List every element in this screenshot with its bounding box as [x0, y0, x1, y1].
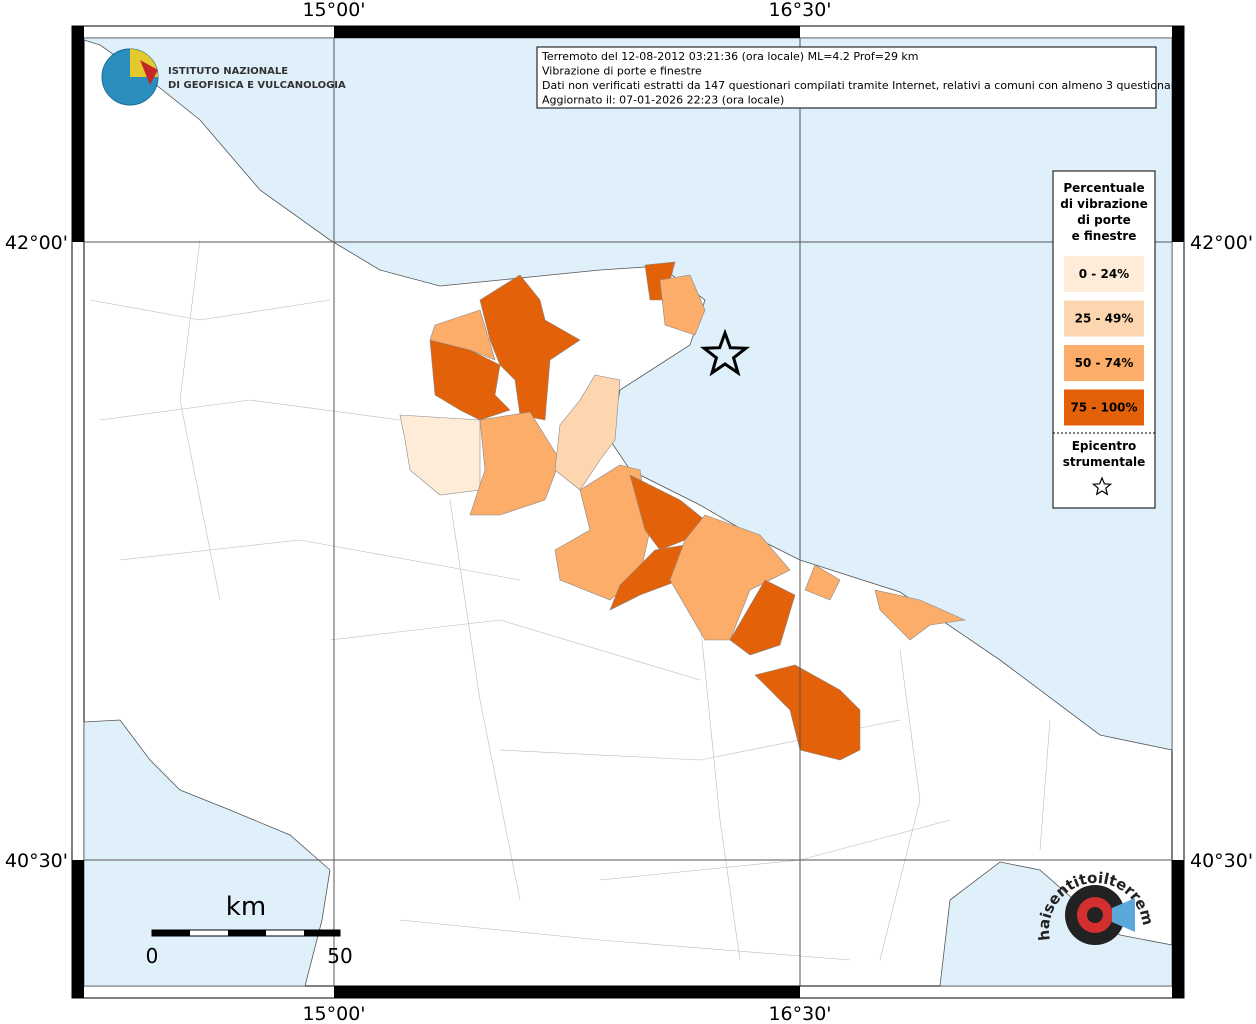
legend-title: di porte — [1077, 213, 1131, 227]
felt-area — [429, 339, 511, 421]
info-line: Aggiornato il: 07-01-2026 22:23 (ora loc… — [542, 94, 784, 107]
legend-swatch — [1064, 300, 1144, 337]
scale-unit: km — [226, 892, 266, 922]
legend-swatch — [1064, 256, 1144, 292]
scale-label: 50 — [327, 944, 352, 968]
felt-area — [729, 579, 796, 656]
lat-label: 40°30' — [1190, 850, 1253, 872]
graticule — [84, 38, 1172, 986]
info-line: Dati non verificati estratti da 147 ques… — [542, 79, 1182, 92]
legend-label: 25 - 49% — [1075, 312, 1134, 326]
frame-bars — [72, 26, 1184, 998]
legend-epicenter: strumentale — [1063, 455, 1146, 469]
legend-epicenter: Epicentro — [1072, 439, 1137, 453]
felt-area — [874, 589, 967, 641]
felt-area — [754, 664, 861, 761]
lat-label: 40°30' — [5, 850, 68, 872]
legend-label: 0 - 24% — [1079, 267, 1129, 281]
felt-areas — [399, 261, 967, 761]
ingv-logo: ISTITUTO NAZIONALE DI GEOFISICA E VULCAN… — [101, 48, 346, 106]
lon-label: 15°00' — [302, 1003, 365, 1024]
lat-label: 42°00' — [5, 232, 68, 254]
legend-title: Percentuale — [1063, 181, 1144, 195]
scale-bar: km 0 50 — [146, 892, 353, 968]
lon-label: 16°30' — [768, 0, 831, 21]
legend-box — [1052, 170, 1156, 509]
epicenter-star — [699, 328, 751, 377]
logo-text: DI GEOFISICA E VULCANOLOGIA — [168, 80, 346, 91]
legend-title: e finestre — [1072, 229, 1137, 243]
legend-label: 50 - 74% — [1075, 356, 1134, 370]
felt-area — [469, 411, 561, 516]
legend-label: 75 - 100% — [1070, 401, 1137, 415]
lat-label: 42°00' — [1190, 232, 1253, 254]
lon-label: 16°30' — [768, 1003, 831, 1024]
legend-swatch — [1064, 389, 1144, 426]
tyrrhenian-sea — [83, 719, 331, 987]
lon-label: 15°00' — [302, 0, 365, 21]
legend-title: di vibrazione — [1060, 197, 1147, 211]
felt-area — [479, 274, 581, 421]
felt-area — [659, 274, 706, 336]
scale-label: 0 — [146, 944, 159, 968]
legend-star — [1091, 476, 1113, 496]
info-box — [536, 46, 1157, 109]
info-line: Terremoto del 12-08-2012 03:21:36 (ora l… — [541, 50, 919, 63]
felt-area — [804, 564, 841, 601]
info-line: Vibrazione di porte e finestre — [542, 65, 702, 78]
logo-text: ISTITUTO NAZIONALE — [168, 66, 288, 77]
legend-swatch — [1064, 345, 1144, 381]
felt-area — [429, 309, 496, 361]
